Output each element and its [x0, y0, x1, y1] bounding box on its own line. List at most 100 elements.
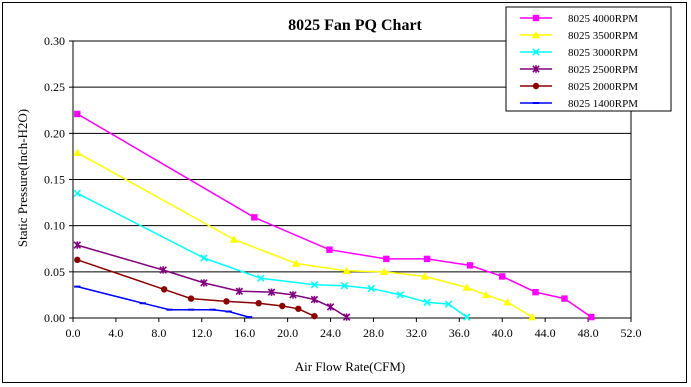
- y-tick-label: 0.05: [44, 265, 65, 279]
- data-point: [342, 266, 351, 275]
- data-point: [383, 255, 390, 263]
- data-point: [462, 283, 472, 291]
- data-point: [310, 295, 319, 304]
- legend-label: 8025 1400RPM: [568, 98, 638, 110]
- x-tick-label: 16.0: [234, 326, 255, 340]
- series-4: [74, 256, 318, 320]
- y-tick-label: 0.15: [44, 173, 65, 187]
- legend-marker: [532, 14, 540, 22]
- data-point: [251, 214, 258, 221]
- data-point: [209, 308, 216, 311]
- series-0: [74, 110, 595, 321]
- legend-item: 8025 3000RPM: [520, 47, 638, 59]
- legend-label: 8025 3000RPM: [568, 47, 638, 59]
- legend-marker: [532, 65, 540, 73]
- legend-marker: [532, 48, 540, 56]
- x-tick-label: 8.0: [151, 326, 166, 340]
- legend-marker: [531, 30, 541, 39]
- x-tick-label: 24.0: [320, 326, 341, 340]
- data-point: [342, 313, 351, 321]
- x-tick-label: 44.0: [535, 326, 556, 340]
- data-point: [74, 110, 81, 118]
- data-point: [235, 287, 244, 295]
- series-5: [74, 285, 253, 319]
- x-axis-label: Air Flow Rate(CFM): [295, 359, 406, 374]
- data-point: [340, 281, 349, 290]
- data-point: [481, 290, 491, 299]
- legend-item: 8025 2000RPM: [520, 81, 638, 93]
- data-point: [223, 298, 230, 305]
- y-tick-label: 0.10: [44, 219, 65, 233]
- data-point: [532, 288, 539, 296]
- series-2: [73, 189, 471, 321]
- data-point: [289, 291, 297, 299]
- chart-title: 8025 Fan PQ Chart: [288, 17, 422, 34]
- legend-item: 8025 4000RPM: [520, 13, 638, 25]
- data-point: [423, 298, 431, 307]
- x-tick-label: 12.0: [191, 326, 212, 340]
- data-point: [279, 302, 286, 310]
- x-tick-label: 48.0: [578, 326, 599, 340]
- data-point: [423, 255, 431, 263]
- data-point: [561, 295, 568, 302]
- legend-box: [505, 6, 672, 112]
- series-3: [73, 241, 351, 321]
- data-point: [588, 313, 595, 321]
- series-line: [76, 152, 533, 318]
- series-line: [77, 244, 348, 318]
- y-axis-label: Static Pressure(Inch-H2O): [15, 109, 30, 247]
- x-tick-label: 20.0: [277, 326, 298, 340]
- data-point: [466, 262, 474, 269]
- data-point: [200, 254, 208, 262]
- data-point: [267, 288, 276, 296]
- series-1: [73, 148, 537, 321]
- data-point: [245, 316, 253, 319]
- data-point: [73, 189, 82, 198]
- data-point: [326, 246, 333, 253]
- x-tick-label: 40.0: [492, 326, 513, 340]
- x-tick-label: 28.0: [363, 326, 384, 340]
- data-point: [396, 291, 405, 299]
- data-point: [255, 300, 262, 307]
- legend-label: 8025 4000RPM: [568, 13, 638, 25]
- data-point: [74, 256, 81, 264]
- data-point: [295, 305, 302, 312]
- series-group: [73, 110, 595, 321]
- data-point: [326, 303, 335, 311]
- data-point: [503, 298, 512, 306]
- data-point: [166, 308, 173, 311]
- data-point: [74, 285, 81, 288]
- data-point: [139, 302, 146, 305]
- data-point: [444, 300, 453, 308]
- x-tick-label: 32.0: [406, 326, 427, 340]
- legend-label: 8025 3500RPM: [568, 30, 638, 42]
- data-point: [187, 308, 195, 311]
- x-tick-label: 52.0: [621, 326, 642, 340]
- legend: 8025 4000RPM 8025 3500RPM 8025 3000RPM 8025…: [505, 6, 672, 112]
- legend-label: 8025 2000RPM: [568, 81, 638, 93]
- series-line: [76, 113, 592, 318]
- tick-labels: 0.0 4.0 8.0 12.0 16.0 20.0 24.0 28.0 32.0 36.0 40.…: [44, 34, 642, 340]
- y-tick-label: 0.30: [44, 34, 65, 48]
- data-point: [292, 259, 301, 267]
- data-point: [367, 284, 376, 293]
- legend-marker: [532, 102, 540, 104]
- x-tick-label: 4.0: [108, 326, 123, 340]
- data-point: [310, 280, 319, 289]
- series-line: [77, 259, 315, 317]
- legend-item: 8025 1400RPM: [520, 98, 638, 110]
- data-point: [463, 313, 471, 321]
- y-tick-label: 0.25: [44, 80, 65, 94]
- series-line: [76, 192, 468, 318]
- y-tick-label: 0.00: [44, 311, 65, 325]
- data-point: [161, 286, 168, 293]
- data-point: [229, 235, 239, 243]
- legend-marker: [532, 82, 540, 90]
- data-point: [200, 279, 208, 287]
- x-tick-label: 36.0: [449, 326, 470, 340]
- legend-item: 8025 2500RPM: [520, 64, 638, 76]
- data-point: [379, 267, 389, 276]
- x-tick-label: 0.0: [66, 326, 81, 340]
- data-point: [257, 274, 265, 283]
